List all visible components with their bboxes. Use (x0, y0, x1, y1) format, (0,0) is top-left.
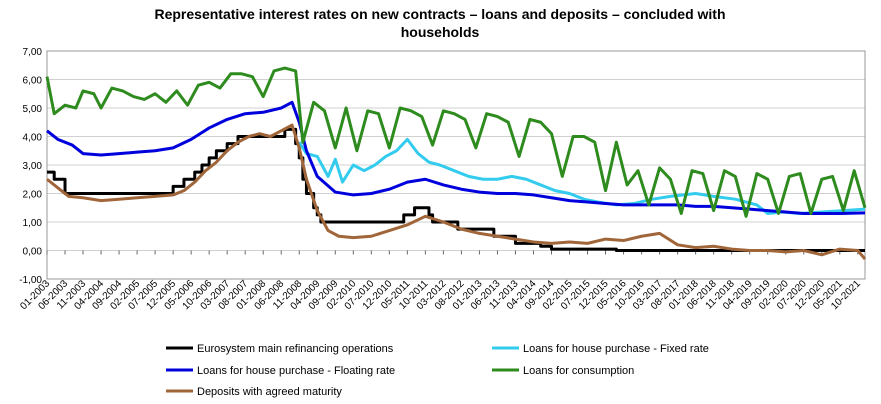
legend-label: Deposits with agreed maturity (197, 386, 342, 398)
y-tick-label: 0,00 (23, 247, 43, 258)
x-axis: 01-200306-200311-200304-200409-200402-20… (18, 250, 863, 312)
legend-label: Eurosystem main refinancing operations (197, 343, 394, 355)
plot-area (45, 66, 867, 261)
chart-title-line-2: households (401, 24, 480, 40)
plot-border (46, 50, 866, 280)
series-line-1 (47, 127, 865, 252)
series-line-4 (45, 66, 867, 218)
series-line-2 (297, 137, 866, 215)
series-line-5 (46, 123, 867, 261)
y-tick-label: -1,00 (19, 275, 42, 286)
y-tick-label: 5,00 (23, 104, 43, 115)
chart-title-line-1: Representative interest rates on new con… (154, 6, 725, 22)
legend: Eurosystem main refinancing operations Lo… (166, 343, 709, 398)
y-tick-label: 4,00 (23, 133, 43, 144)
y-tick-label: 7,00 (23, 47, 43, 58)
legend-label: Loans for house purchase - Floating rate (197, 365, 395, 377)
grid (46, 50, 866, 280)
y-tick-label: 3,00 (23, 161, 43, 172)
y-tick-label: 6,00 (23, 76, 43, 87)
legend-label: Loans for house purchase - Fixed rate (523, 343, 709, 355)
y-axis: -1,00 0,00 1,00 2,00 3,00 4,00 5,00 6,00 7,00 (19, 47, 42, 286)
y-tick-label: 2,00 (23, 190, 43, 201)
y-tick-label: 1,00 (23, 218, 43, 229)
legend-label: Loans for consumption (523, 365, 634, 377)
